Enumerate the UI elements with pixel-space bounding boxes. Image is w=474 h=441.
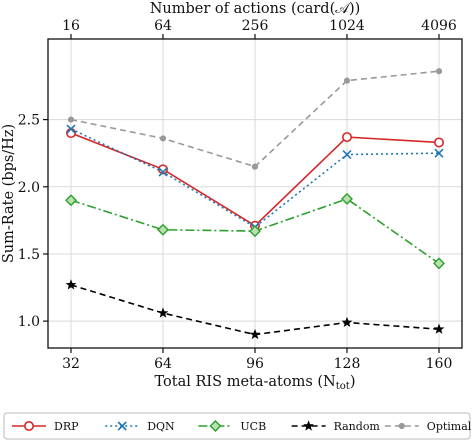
- top-x-tick-label: 1024: [329, 18, 365, 34]
- x-tick-label: 32: [62, 356, 80, 372]
- series-optimal: [67, 68, 443, 170]
- series-dqn-point-stroke: [342, 149, 352, 160]
- top-x-tick-label: 16: [62, 18, 80, 34]
- series-ucb-point: [433, 257, 445, 270]
- x-tick-label: 96: [246, 356, 264, 372]
- series-dqn-point: [434, 148, 444, 158]
- series-dqn-point: [66, 124, 76, 134]
- series-dqn-point-stroke: [66, 124, 76, 134]
- y-tick-label: 2.5: [18, 113, 40, 129]
- legend-entry-optimal: Optimal: [384, 420, 472, 433]
- legend-swatch-marker: [23, 420, 34, 431]
- top-axis-title: Number of actions (card(𝒜)): [150, 1, 361, 17]
- grid: [48, 39, 462, 348]
- y-tick-label: 1.5: [18, 247, 40, 263]
- x-axis-title: Total RIS meta-atoms (Ntot): [155, 374, 356, 392]
- y-tick-label: 2.0: [18, 180, 40, 196]
- legend-label: UCB: [240, 420, 266, 433]
- series-ucb-point: [157, 223, 169, 236]
- legend-label: DQN: [147, 420, 175, 433]
- series-drp-point: [341, 132, 352, 143]
- top-x-tick-label: 4096: [421, 18, 457, 34]
- series-ucb-point: [341, 192, 353, 205]
- series-dqn-point-stroke: [158, 167, 168, 177]
- legend-entry-random: Random: [291, 420, 381, 433]
- legend-entry-ucb: UCB: [198, 420, 266, 433]
- series-ucb-point: [249, 225, 261, 238]
- series-layer: [65, 68, 445, 340]
- series-dqn-point: [158, 167, 168, 177]
- legend-entry-dqn: DQN: [105, 420, 175, 433]
- series-optimal-point: [343, 77, 351, 84]
- series-optimal-point: [435, 68, 443, 75]
- legend-swatch-marker-stroke: [117, 421, 127, 431]
- series-random-point: [341, 316, 353, 328]
- legend-label: Random: [334, 420, 381, 433]
- x-axis-title-main: Total RIS meta-atoms (N: [155, 374, 337, 390]
- legend-box: [3, 412, 471, 440]
- series-ucb: [65, 192, 445, 270]
- top-x-tick-label: 64: [154, 18, 172, 34]
- x-tick-label: 160: [426, 356, 453, 372]
- series-random-point: [249, 328, 261, 340]
- legend: DRP DQN UCB Random Optimal: [3, 412, 472, 440]
- series-random-point: [433, 323, 445, 334]
- legend-swatch-marker: [303, 420, 314, 431]
- y-axis-title: Sum-Rate (bps/Hz): [1, 124, 17, 263]
- legend-swatch-marker: [209, 420, 222, 432]
- legend-label: DRP: [54, 420, 79, 433]
- x-tick-label: 128: [334, 356, 361, 372]
- series-drp-point: [433, 137, 444, 148]
- series-dqn-line: [70, 128, 440, 229]
- x-axis-title-suffix: ): [350, 374, 356, 390]
- y-tick-label: 1.0: [18, 314, 40, 330]
- series-ucb-point: [65, 194, 77, 207]
- series-random: [65, 279, 445, 340]
- ticks: 32 16 64 64 96 256 128 1024 160 4096 1.0 1.5 2.0 2.5: [18, 18, 457, 372]
- series-optimal-point: [159, 135, 167, 142]
- legend-label: Optimal: [427, 420, 472, 433]
- series-optimal-point: [67, 116, 75, 123]
- x-axis-title-sub: tot: [336, 381, 350, 392]
- series-dqn-point-stroke: [434, 148, 444, 158]
- series-optimal-point: [251, 163, 259, 170]
- legend-entry-drp: DRP: [12, 420, 79, 433]
- series-random-point: [157, 307, 169, 318]
- legend-swatch-marker: [398, 422, 405, 430]
- top-x-tick-label: 256: [242, 18, 269, 34]
- x-tick-label: 64: [154, 356, 172, 372]
- legend-swatch-marker: [117, 421, 127, 431]
- series-dqn-point: [342, 149, 352, 160]
- series-random-point: [65, 279, 77, 290]
